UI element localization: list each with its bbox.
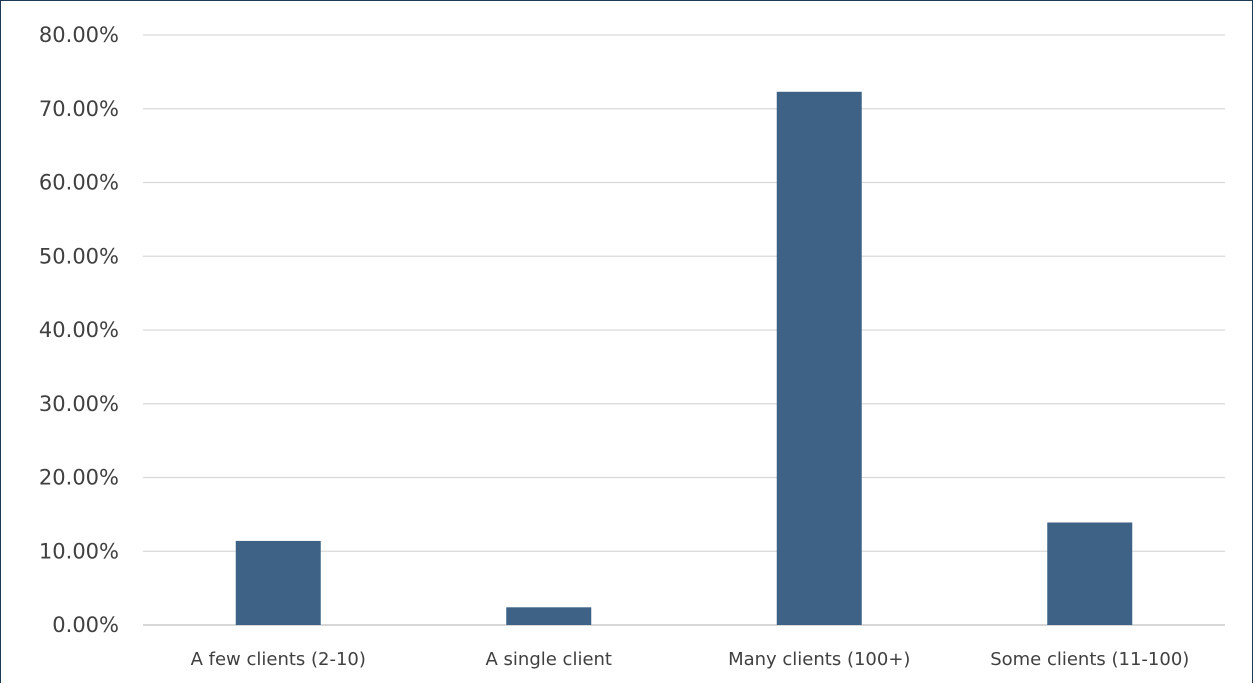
bar bbox=[236, 541, 321, 625]
bar bbox=[777, 92, 862, 625]
x-category-label: A few clients (2-10) bbox=[191, 649, 366, 670]
y-tick-label: 70.00% bbox=[39, 97, 119, 121]
y-tick-label: 50.00% bbox=[39, 244, 119, 268]
x-axis-category-labels: A few clients (2-10) A single client Many … bbox=[191, 649, 1190, 670]
y-tick-label: 80.00% bbox=[39, 23, 119, 47]
y-tick-label: 0.00% bbox=[52, 613, 119, 637]
y-tick-label: 20.00% bbox=[39, 466, 119, 490]
x-category-label: Many clients (100+) bbox=[728, 649, 910, 670]
y-axis-tick-labels: 0.00% 10.00% 20.00% 30.00% 40.00% 50.00% 60.00… bbox=[39, 23, 119, 637]
bar bbox=[506, 607, 591, 625]
y-tick-label: 30.00% bbox=[39, 392, 119, 416]
y-tick-label: 40.00% bbox=[39, 318, 119, 342]
y-tick-label: 60.00% bbox=[39, 171, 119, 195]
bars bbox=[236, 92, 1133, 625]
x-category-label: A single client bbox=[486, 649, 612, 670]
x-category-label: Some clients (11-100) bbox=[990, 649, 1189, 670]
y-tick-label: 10.00% bbox=[39, 539, 119, 563]
bar bbox=[1047, 522, 1132, 625]
